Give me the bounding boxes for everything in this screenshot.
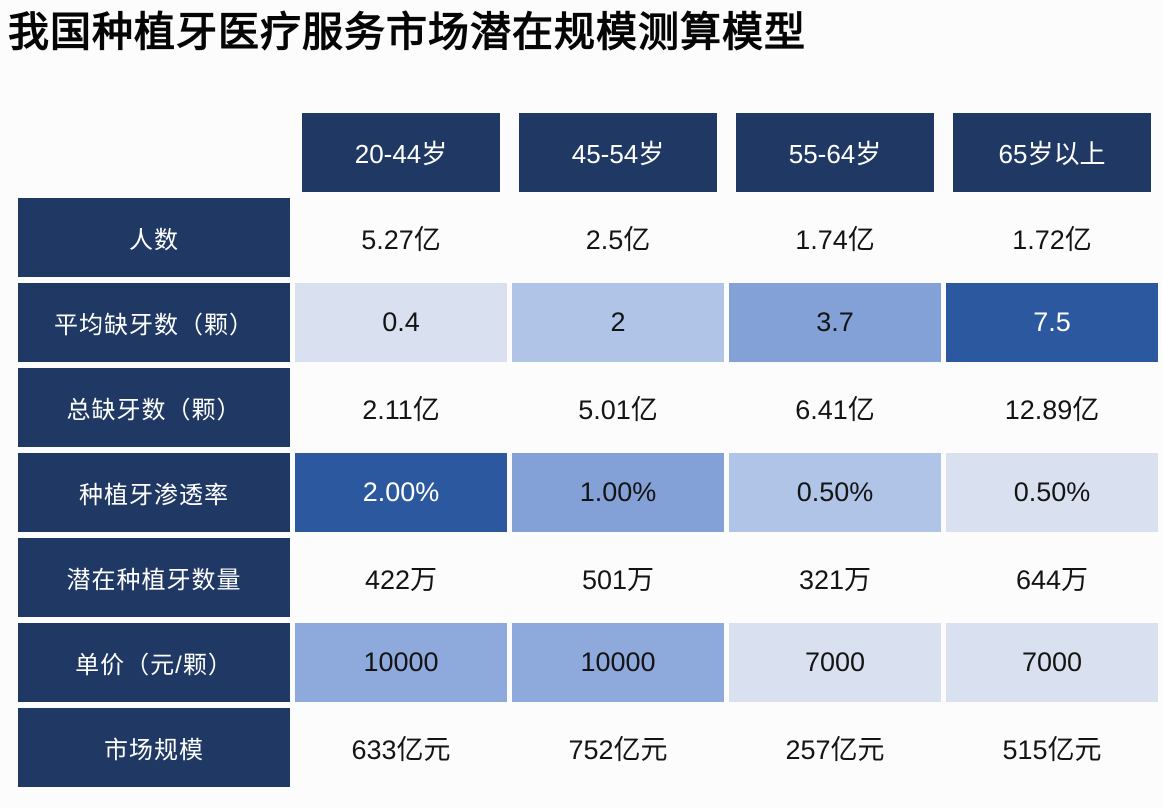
data-cell: 0.50% — [729, 453, 941, 532]
data-cell: 7000 — [946, 623, 1158, 702]
data-cell: 0.50% — [946, 453, 1158, 532]
data-cell: 10000 — [295, 623, 507, 702]
data-cell: 7.5 — [946, 283, 1158, 362]
row-label-unit-price: 单价（元/颗） — [18, 623, 290, 702]
column-header-20-44: 20-44岁 — [302, 113, 500, 192]
data-cell: 5.01亿 — [512, 368, 724, 447]
data-cell: 2.5亿 — [512, 198, 724, 277]
market-size-table: 20-44岁 45-54岁 55-64岁 65岁以上 人数 5.27亿 2.5亿… — [18, 113, 1158, 787]
data-cell: 752亿元 — [512, 708, 724, 787]
row-label-avg-missing-teeth: 平均缺牙数（颗） — [18, 283, 290, 362]
page-title: 我国种植牙医疗服务市场潜在规模测算模型 — [8, 9, 806, 55]
row-label-implant-penetration: 种植牙渗透率 — [18, 453, 290, 532]
data-cell: 501万 — [512, 538, 724, 617]
data-cell: 1.00% — [512, 453, 724, 532]
data-cell: 3.7 — [729, 283, 941, 362]
data-cell: 422万 — [295, 538, 507, 617]
data-cell: 2 — [512, 283, 724, 362]
row-label-potential-implants: 潜在种植牙数量 — [18, 538, 290, 617]
row-label-total-missing-teeth: 总缺牙数（颗） — [18, 368, 290, 447]
column-header-45-54: 45-54岁 — [519, 113, 717, 192]
data-cell: 2.00% — [295, 453, 507, 532]
data-cell: 644万 — [946, 538, 1158, 617]
data-cell: 5.27亿 — [295, 198, 507, 277]
data-cell: 2.11亿 — [295, 368, 507, 447]
corner-spacer — [18, 113, 290, 192]
row-label-market-size: 市场规模 — [18, 708, 290, 787]
data-cell: 7000 — [729, 623, 941, 702]
data-cell: 515亿元 — [946, 708, 1158, 787]
data-cell: 1.74亿 — [729, 198, 941, 277]
data-cell: 10000 — [512, 623, 724, 702]
column-header-65-plus: 65岁以上 — [953, 113, 1151, 192]
data-cell: 1.72亿 — [946, 198, 1158, 277]
data-cell: 0.4 — [295, 283, 507, 362]
data-cell: 321万 — [729, 538, 941, 617]
data-cell: 6.41亿 — [729, 368, 941, 447]
column-header-55-64: 55-64岁 — [736, 113, 934, 192]
data-cell: 12.89亿 — [946, 368, 1158, 447]
data-cell: 257亿元 — [729, 708, 941, 787]
data-cell: 633亿元 — [295, 708, 507, 787]
row-label-population: 人数 — [18, 198, 290, 277]
